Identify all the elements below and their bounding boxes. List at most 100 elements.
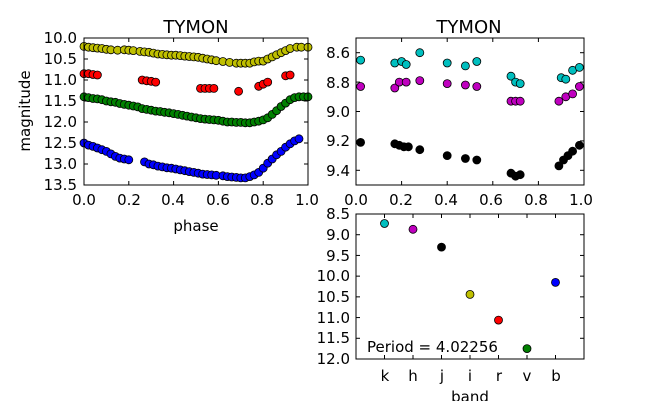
data-point: [460, 154, 470, 163]
data-point: [124, 155, 134, 165]
data-point: [472, 155, 482, 165]
panel-band-means: k h j i r v b 8.5 9.0 9.5 10.0 10.5 11.0…: [317, 205, 585, 401]
panel1-ytick-label: 10.5: [44, 50, 77, 68]
data-point: [356, 55, 366, 65]
panel3-xtick-label: i: [468, 367, 472, 385]
panel1-ytick-label: 10.0: [44, 29, 77, 47]
panel3-xtick-label: b: [551, 367, 561, 385]
data-point: [506, 71, 516, 81]
data-point: [515, 96, 525, 106]
data-point: [390, 83, 400, 93]
panel3-xtick-label: v: [523, 367, 532, 385]
data-point: [356, 137, 366, 147]
panel2-points: [356, 48, 584, 181]
panel1-ytick-label: 11.5: [44, 92, 77, 110]
data-point: [442, 151, 452, 161]
panel1-xlabel: phase: [173, 217, 218, 235]
panel1-xtick-label: 0.6: [206, 191, 230, 209]
data-point: [472, 82, 482, 91]
panel1-ytick-label: 12.0: [44, 113, 77, 131]
panel2-xtick-label: 0.6: [479, 191, 503, 209]
panel1-ylabel: magnitude: [16, 70, 34, 151]
panel2-frame: [355, 37, 585, 186]
panel3-ytick-label: 10.5: [317, 288, 350, 306]
panel1-ytick-label: 13.5: [44, 176, 77, 194]
panel2-ytick-label: 9.0: [326, 103, 350, 121]
data-point: [442, 79, 452, 88]
panel3-ytick-label: 11.0: [317, 309, 350, 327]
data-point: [415, 48, 425, 58]
panel3-xtick-label: h: [408, 367, 418, 385]
data-point: [561, 74, 571, 84]
panel1-xtick-label: 0.8: [250, 191, 274, 209]
panel3-ytick-label: 8.5: [326, 205, 350, 223]
panel3-points: [380, 219, 560, 354]
data-point: [554, 96, 564, 106]
panel2-xtick-label: 1.0: [569, 191, 593, 209]
data-point: [568, 89, 577, 99]
data-point: [575, 140, 584, 150]
panel3-frame: [355, 213, 585, 360]
data-point: [415, 145, 425, 155]
panel2-xtick-label: 0.0: [344, 191, 368, 209]
panel1-title: TYMON: [162, 17, 228, 38]
panel2-xtick-label: 0.8: [524, 191, 548, 209]
data-point: [209, 84, 219, 93]
data-point: [575, 82, 584, 91]
panel1-ytick-label: 11.0: [44, 71, 77, 89]
data-point: [515, 79, 525, 88]
data-point: [285, 70, 295, 80]
data-point: [460, 61, 470, 71]
panel3-xtick-label: k: [381, 367, 390, 385]
panel3-ytick-label: 11.5: [317, 329, 350, 347]
data-point: [93, 70, 102, 80]
band-point: [551, 277, 560, 287]
data-point: [442, 58, 452, 68]
panel-ir-curve: TYMON 0.0 0.2 0.4 0.6 0.8 1.0 8.6 8.8 9.…: [326, 17, 593, 209]
band-point: [408, 224, 418, 234]
data-point: [403, 142, 413, 152]
band-point: [437, 242, 446, 252]
panel2-xtick-label: 0.2: [389, 191, 413, 209]
data-point: [263, 77, 273, 87]
data-point: [460, 80, 470, 90]
panel2-ytick-label: 8.6: [326, 44, 350, 62]
data-point: [401, 77, 411, 87]
panel2-title: TYMON: [435, 17, 501, 38]
band-point: [380, 219, 389, 228]
panel3-ytick-labels: 8.5 9.0 9.5 10.0 10.5 11.0 11.5 12.0: [317, 205, 350, 368]
panel1-xtick-label: 0.4: [161, 191, 185, 209]
data-point: [234, 86, 244, 96]
panel2-ytick-label: 9.4: [326, 162, 350, 180]
panel-light-curve: TYMON magnitude phase 0.0 0.2 0.4 0.6 0.…: [16, 17, 319, 235]
panel1-xtick-label: 0.0: [72, 191, 96, 209]
data-point: [151, 77, 161, 87]
data-point: [515, 170, 525, 180]
panel2-tick-marks: [355, 38, 585, 185]
panel3-xtick-label: j: [439, 367, 444, 385]
panel1-xtick-label: 1.0: [295, 191, 319, 209]
band-point: [465, 289, 475, 299]
panel3-ytick-label: 9.5: [326, 247, 350, 265]
panel1-frame: [83, 37, 309, 186]
panel2-ytick-label: 9.2: [326, 132, 350, 150]
data-point: [401, 60, 411, 69]
data-point: [472, 57, 482, 66]
panel1-xtick-label: 0.2: [117, 191, 141, 209]
band-point: [522, 344, 532, 354]
data-point: [575, 63, 584, 72]
panel2-xtick-label: 0.4: [434, 191, 458, 209]
data-point: [554, 161, 564, 171]
panel1-ytick-label: 13.0: [44, 155, 77, 173]
panel1-ytick-labels: 10.0 10.5 11.0 11.5 12.0 12.5 13.0 13.5: [44, 29, 77, 194]
data-point: [356, 82, 366, 91]
panel1-points: [79, 42, 313, 183]
panel3-xlabel: band: [451, 388, 489, 401]
period-annotation: Period = 4.02256: [367, 338, 498, 356]
band-point: [494, 315, 503, 325]
panel3-xtick-labels: k h j i r v b: [381, 367, 561, 385]
panel2-ytick-label: 8.8: [326, 74, 350, 92]
panel3-ytick-label: 12.0: [317, 350, 350, 368]
data-point: [568, 146, 577, 156]
